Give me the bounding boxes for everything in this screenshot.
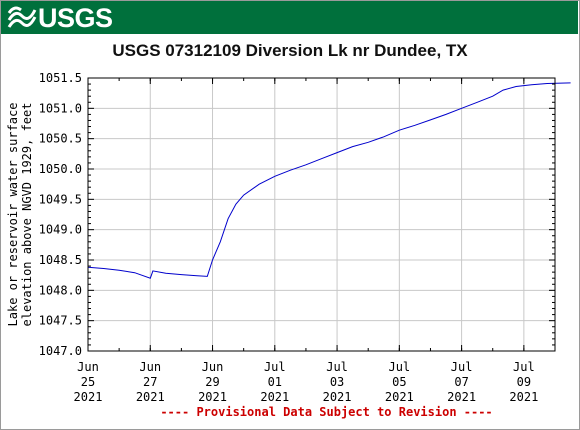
x-tick-label-line1: Jul (451, 360, 473, 374)
usgs-banner: USGS (1, 1, 578, 34)
x-tick-label-line3: 2021 (74, 390, 103, 404)
x-tick-label-line2: 03 (330, 375, 344, 389)
y-tick-label: 1049.5 (39, 192, 82, 206)
x-tick-label-line1: Jul (326, 360, 348, 374)
x-tick-label-line3: 2021 (136, 390, 165, 404)
x-tick-label-line1: Jun (202, 360, 224, 374)
usgs-logo-text: USGS (38, 3, 113, 33)
x-tick-label-line2: 27 (143, 375, 157, 389)
x-tick-label-line1: Jul (264, 360, 286, 374)
x-tick-label-line2: 07 (454, 375, 468, 389)
y-tick-label: 1047.5 (39, 314, 82, 328)
y-tick-label: 1048.5 (39, 253, 82, 267)
gridlines (87, 77, 555, 352)
x-tick-label-line1: Jul (513, 360, 535, 374)
plot-area-border (87, 77, 556, 352)
x-tick-label-line3: 2021 (323, 390, 352, 404)
y-axis-label-line2: elevation above NGVD 1929, feet (20, 103, 34, 327)
x-tick-labels: Jun252021Jun272021Jun292021Jul012021Jul0… (74, 360, 539, 404)
chart-title: USGS 07312109 Diversion Lk nr Dundee, TX (112, 41, 468, 60)
tick-marks (87, 77, 556, 352)
x-tick-label-line3: 2021 (198, 390, 227, 404)
y-axis-label-line1: Lake or reservoir water surface (6, 103, 20, 327)
x-tick-label-line2: 05 (392, 375, 406, 389)
x-tick-label-line2: 25 (81, 375, 95, 389)
y-tick-label: 1049.0 (39, 223, 82, 237)
x-tick-label-line2: 01 (268, 375, 282, 389)
x-tick-label-line1: Jun (139, 360, 161, 374)
y-tick-label: 1048.0 (39, 283, 82, 297)
usgs-wave-logo-icon (7, 6, 37, 28)
x-tick-label-line1: Jul (388, 360, 410, 374)
y-tick-labels: 1047.0 1047.5 1048.0 1048.5 1049.0 1049.5 1050… (39, 71, 82, 358)
y-tick-label: 1050.5 (39, 132, 82, 146)
x-tick-label-line2: 29 (205, 375, 219, 389)
provisional-data-note: ---- Provisional Data Subject to Revisio… (160, 405, 492, 419)
x-tick-label-line3: 2021 (385, 390, 414, 404)
series-layer (87, 82, 571, 279)
y-tick-label: 1051.5 (39, 71, 82, 85)
x-tick-label-line3: 2021 (447, 390, 476, 404)
y-tick-label: 1051.0 (39, 101, 82, 115)
x-tick-label-line3: 2021 (509, 390, 538, 404)
x-tick-label-line3: 2021 (260, 390, 289, 404)
x-tick-label-line2: 09 (517, 375, 531, 389)
series-line-0 (87, 82, 571, 279)
x-tick-label-line1: Jun (77, 360, 99, 374)
y-tick-label: 1050.0 (39, 162, 82, 176)
y-tick-label: 1047.0 (39, 344, 82, 358)
usgs-logo[interactable]: USGS (7, 4, 113, 32)
